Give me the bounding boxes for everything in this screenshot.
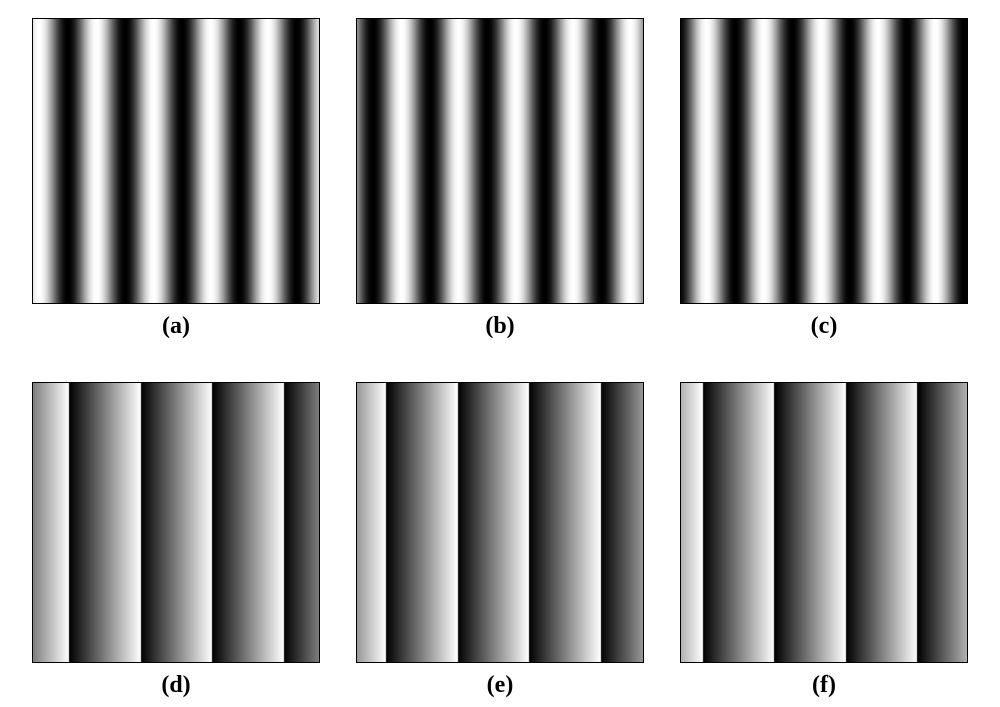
panel-label-d: (d)	[161, 673, 190, 697]
panel-cell-b: (b)	[356, 18, 644, 338]
figure-grid: (a) (b) (c) (d) (e)	[0, 0, 1000, 707]
panel-frame-f	[680, 382, 968, 663]
fringe-pattern-c	[681, 19, 967, 303]
fringe-pattern-a	[33, 19, 319, 303]
panel-label-b: (b)	[485, 314, 514, 338]
panel-cell-c: (c)	[680, 18, 968, 338]
panel-label-f: (f)	[812, 673, 836, 697]
panel-cell-e: (e)	[356, 382, 644, 697]
fringe-pattern-f	[681, 383, 967, 662]
panel-label-c: (c)	[811, 314, 838, 338]
figure-row-top: (a) (b) (c)	[32, 18, 968, 338]
fringe-pattern-b	[357, 19, 643, 303]
panel-frame-d	[32, 382, 320, 663]
panel-cell-f: (f)	[680, 382, 968, 697]
fringe-pattern-d	[33, 383, 319, 662]
panel-label-a: (a)	[162, 314, 190, 338]
panel-frame-e	[356, 382, 644, 663]
panel-frame-a	[32, 18, 320, 304]
panel-cell-d: (d)	[32, 382, 320, 697]
panel-frame-b	[356, 18, 644, 304]
fringe-pattern-e	[357, 383, 643, 662]
panel-frame-c	[680, 18, 968, 304]
figure-row-bottom: (d) (e) (f)	[32, 382, 968, 697]
panel-cell-a: (a)	[32, 18, 320, 338]
panel-label-e: (e)	[487, 673, 514, 697]
